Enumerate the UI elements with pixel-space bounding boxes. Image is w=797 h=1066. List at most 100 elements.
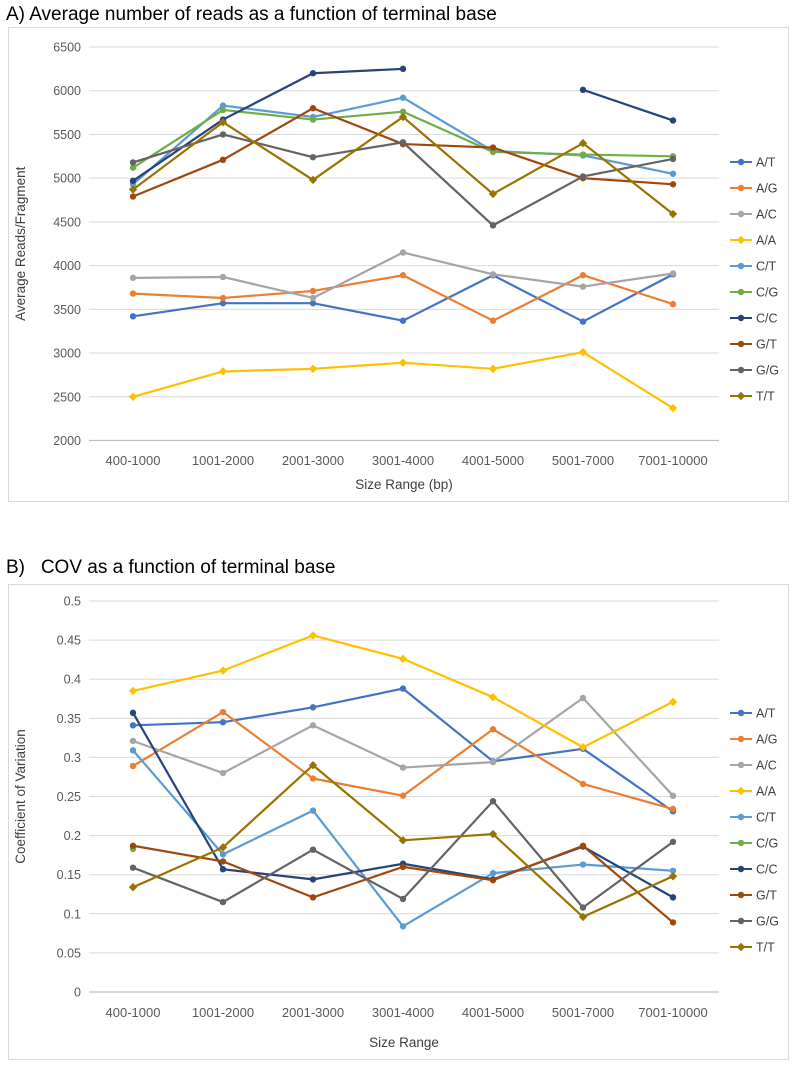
y-tick-label: 0.4 [64, 673, 81, 687]
series-marker-A/G [129, 290, 137, 297]
x-axis-title: Size Range (bp) [355, 477, 453, 492]
x-tick-label: 2001-3000 [282, 1005, 344, 1020]
series-marker-G/G [579, 904, 587, 911]
series-marker-C/G [399, 108, 407, 115]
legend-item-label: A/T [756, 707, 776, 721]
series-marker-A/C [489, 271, 497, 278]
series-marker-G/T [219, 858, 227, 865]
legend-item-label: A/G [756, 733, 778, 747]
legend-swatch-marker [737, 262, 745, 270]
series-marker-G/T [489, 144, 497, 151]
series-marker-A/T [219, 300, 227, 307]
series-marker-C/T [309, 807, 317, 814]
legend-item-label: A/T [756, 156, 776, 170]
series-marker-T/T [398, 112, 408, 122]
series-marker-G/T [489, 876, 497, 884]
series-marker-A/A [488, 692, 498, 702]
series-marker-G/G [489, 797, 497, 805]
series-marker-A/T [399, 685, 407, 692]
series-marker-A/A [128, 686, 138, 696]
series-marker-A/A [668, 403, 678, 413]
y-tick-label: 3500 [53, 303, 81, 317]
series-marker-T/T [308, 175, 318, 185]
series-marker-G/G [129, 159, 137, 166]
y-tick-label: 0.35 [57, 712, 81, 726]
legend-swatch-marker [737, 314, 745, 322]
series-marker-A/G [219, 294, 227, 302]
y-tick-label: 6000 [53, 84, 81, 98]
legend-swatch-marker [737, 865, 745, 873]
series-line-C/C [581, 88, 675, 122]
series-marker-A/A [128, 392, 138, 401]
series-marker-A/G [669, 805, 677, 813]
y-tick-label: 5000 [53, 172, 81, 186]
series-marker-A/C [309, 722, 317, 729]
series-marker-A/C [579, 283, 587, 290]
legend-item-label: C/C [756, 863, 778, 877]
series-marker-C/G [489, 148, 497, 156]
series-marker-G/G [129, 864, 137, 871]
x-tick-label: 400-1000 [106, 1005, 161, 1020]
series-marker-A/C [579, 694, 587, 702]
series-line-A/G [131, 274, 675, 322]
series-marker-C/G [309, 116, 317, 123]
legend-item-label: A/G [756, 182, 778, 196]
y-tick-label: 0.25 [57, 790, 81, 804]
series-marker-T/T [578, 138, 588, 148]
chart-b-title: B) COV as a function of terminal base [6, 557, 336, 578]
legend-item-label: A/A [756, 234, 777, 248]
y-tick-label: 0.1 [64, 907, 81, 921]
legend-item-label: C/G [756, 837, 778, 851]
x-tick-label: 3001-4000 [372, 1005, 434, 1020]
series-marker-A/A [308, 364, 318, 373]
legend-item-label: A/A [756, 785, 777, 799]
series-marker-A/C [489, 758, 497, 766]
series-marker-A/C [669, 270, 677, 277]
series-marker-G/G [309, 153, 317, 161]
series-marker-G/T [579, 842, 587, 849]
series-marker-C/C [309, 70, 317, 77]
x-tick-label: 1001-2000 [192, 1005, 254, 1020]
series-marker-A/A [488, 364, 498, 373]
series-marker-G/T [129, 193, 137, 200]
series-marker-T/T [128, 883, 138, 892]
series-marker-A/C [399, 764, 407, 771]
series-marker-C/C [669, 117, 677, 124]
series-marker-C/C [129, 709, 137, 717]
series-marker-A/A [578, 347, 588, 357]
y-tick-label: 0.05 [57, 946, 81, 960]
series-marker-C/C [219, 866, 227, 873]
chart-b-canvas: 0.5 0.45 0.4 0.35 0.3 0.25 0.2 0.15 0.1 0.05 0 400-… [8, 584, 789, 1060]
x-tick-label: 3001-4000 [372, 453, 434, 468]
series-marker-C/T [399, 94, 407, 101]
series-marker-A/T [129, 313, 137, 320]
legend-swatch-marker [737, 158, 745, 166]
legend-item-label: A/C [756, 759, 777, 773]
series-marker-A/G [129, 762, 137, 770]
y-tick-label: 0.2 [64, 829, 81, 843]
series-marker-A/T [399, 317, 407, 324]
series-marker-C/G [219, 106, 227, 114]
y-tick-label: 0.45 [57, 634, 81, 648]
series-marker-C/T [219, 102, 227, 109]
series-marker-G/G [669, 838, 677, 846]
legend-item-label: C/C [756, 312, 778, 326]
y-tick-label: 4000 [53, 259, 81, 273]
series-marker-T/T [668, 209, 678, 219]
series-marker-A/A [218, 666, 228, 675]
legend-swatch-marker [737, 917, 745, 925]
y-tick-label: 3000 [53, 347, 81, 361]
x-axis-title: Size Range [369, 1035, 439, 1050]
series-marker-C/G [129, 164, 137, 171]
y-tick-label: 6500 [53, 41, 81, 55]
series-marker-A/A [398, 358, 408, 367]
series-marker-A/A [668, 697, 678, 707]
series-marker-T/T [578, 912, 588, 922]
legend-swatch-marker [737, 709, 745, 717]
legend-item-label: G/T [756, 889, 777, 903]
series-marker-G/T [309, 105, 317, 112]
chart-a-plot: 6500 6000 5500 5000 4500 4000 3500 3000 2500 2000… [13, 41, 779, 493]
legend-item-label: C/G [756, 286, 778, 300]
series-marker-G/G [399, 139, 407, 146]
y-tick-label: 0 [74, 986, 81, 1000]
